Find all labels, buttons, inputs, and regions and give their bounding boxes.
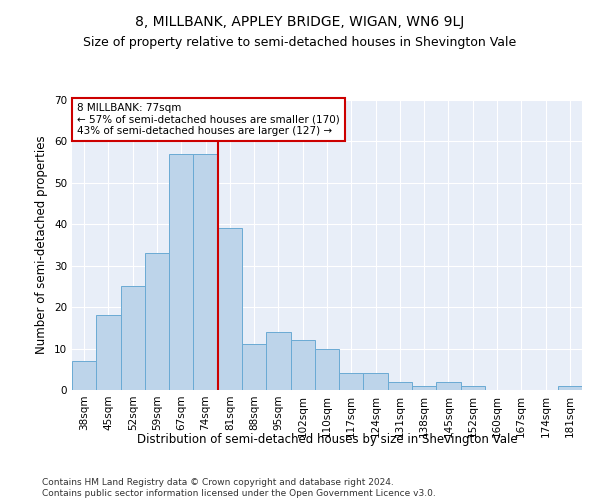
Text: 8 MILLBANK: 77sqm
← 57% of semi-detached houses are smaller (170)
43% of semi-de: 8 MILLBANK: 77sqm ← 57% of semi-detached… (77, 103, 340, 136)
Bar (339, 374, 364, 390)
Y-axis label: Number of semi-detached properties: Number of semi-detached properties (35, 136, 49, 354)
Bar (242, 344, 266, 390)
Bar (266, 332, 290, 390)
Bar (461, 386, 485, 390)
Text: Distribution of semi-detached houses by size in Shevington Vale: Distribution of semi-detached houses by … (137, 432, 517, 446)
Bar (121, 286, 145, 390)
Bar (169, 154, 193, 390)
Text: Contains HM Land Registry data © Crown copyright and database right 2024.
Contai: Contains HM Land Registry data © Crown c… (42, 478, 436, 498)
Bar (193, 154, 218, 390)
Bar (218, 228, 242, 390)
Bar (72, 361, 96, 390)
Bar (388, 382, 412, 390)
Text: Size of property relative to semi-detached houses in Shevington Vale: Size of property relative to semi-detach… (83, 36, 517, 49)
Bar (290, 340, 315, 390)
Bar (412, 386, 436, 390)
Bar (145, 254, 169, 390)
Bar (96, 316, 121, 390)
Bar (315, 348, 339, 390)
Bar (436, 382, 461, 390)
Bar (558, 386, 582, 390)
Text: 8, MILLBANK, APPLEY BRIDGE, WIGAN, WN6 9LJ: 8, MILLBANK, APPLEY BRIDGE, WIGAN, WN6 9… (136, 15, 464, 29)
Bar (364, 374, 388, 390)
